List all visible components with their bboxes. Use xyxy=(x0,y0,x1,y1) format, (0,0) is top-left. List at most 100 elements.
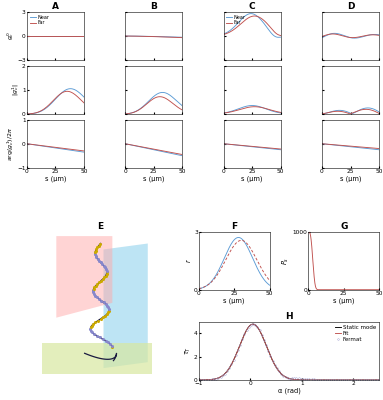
Near xyxy=(256,145,261,150)
Far xyxy=(65,89,69,94)
Far xyxy=(320,112,324,116)
Far xyxy=(158,94,163,99)
Far xyxy=(82,148,86,153)
Far xyxy=(59,146,64,150)
Near xyxy=(377,147,381,152)
Far xyxy=(377,33,381,38)
Line: Far: Far xyxy=(322,144,379,148)
Near xyxy=(82,33,86,38)
Y-axis label: $|g_c^1|$: $|g_c^1|$ xyxy=(10,84,21,96)
Near xyxy=(354,110,358,114)
Near xyxy=(276,35,281,40)
Fit xyxy=(196,378,201,382)
Near xyxy=(160,90,165,95)
Near xyxy=(123,34,128,38)
Near xyxy=(123,141,128,146)
Legend: Near, Far: Near, Far xyxy=(226,14,246,26)
Far xyxy=(255,14,260,19)
Near xyxy=(270,146,274,151)
Y-axis label: $\arg(g_c^1)/2\pi$: $\arg(g_c^1)/2\pi$ xyxy=(5,127,16,161)
Title: G: G xyxy=(340,222,347,231)
Far xyxy=(320,141,324,146)
Near xyxy=(73,88,77,92)
Far xyxy=(252,104,257,109)
Fermat xyxy=(251,322,255,326)
Near xyxy=(59,90,64,95)
Fit xyxy=(251,322,255,326)
Line: Far: Far xyxy=(322,109,379,114)
Y-axis label: $P_s$: $P_s$ xyxy=(281,256,291,265)
Far xyxy=(354,35,359,40)
Near xyxy=(77,90,81,95)
Near xyxy=(123,141,128,146)
X-axis label: α (rad): α (rad) xyxy=(278,388,301,394)
Fit xyxy=(284,375,288,380)
Line: Far: Far xyxy=(224,16,281,36)
Far xyxy=(354,144,358,149)
Near xyxy=(320,112,324,116)
Line: Near: Near xyxy=(224,144,281,150)
Near xyxy=(157,148,161,153)
Far xyxy=(123,141,128,146)
Far xyxy=(82,100,86,105)
Title: F: F xyxy=(231,222,237,231)
Line: Fermat: Fermat xyxy=(198,323,380,381)
Far xyxy=(377,146,381,151)
Far xyxy=(354,144,358,149)
Near xyxy=(320,35,324,40)
Far xyxy=(73,148,77,152)
Near xyxy=(255,14,260,19)
Far xyxy=(255,104,260,109)
Near xyxy=(59,146,64,151)
Near xyxy=(58,91,63,96)
Far xyxy=(73,92,77,97)
Title: E: E xyxy=(98,222,104,231)
Near xyxy=(59,91,63,96)
Near xyxy=(157,91,161,96)
Near xyxy=(255,104,260,108)
Far xyxy=(157,34,161,39)
Near xyxy=(273,110,278,114)
Near xyxy=(377,110,381,114)
Far xyxy=(25,141,29,146)
Near xyxy=(320,35,324,40)
Far xyxy=(58,146,63,150)
Near xyxy=(221,110,226,115)
Static mode xyxy=(373,378,378,382)
Far xyxy=(123,34,128,38)
Far xyxy=(255,144,260,149)
Line: Far: Far xyxy=(224,107,281,113)
Near xyxy=(250,103,254,108)
Near xyxy=(180,35,185,40)
Far xyxy=(171,150,176,155)
Near xyxy=(158,90,162,95)
Far xyxy=(257,105,261,110)
Fit xyxy=(304,378,309,382)
Near xyxy=(180,153,185,158)
Far xyxy=(278,33,283,38)
Near xyxy=(76,33,81,38)
Far xyxy=(25,33,29,38)
Far xyxy=(320,34,324,39)
Near xyxy=(332,31,337,36)
Far xyxy=(372,146,376,150)
Near xyxy=(73,148,77,153)
Line: Near: Near xyxy=(125,144,182,156)
Far xyxy=(255,104,260,109)
Far xyxy=(354,35,358,40)
Near xyxy=(58,33,63,38)
Line: Static mode: Static mode xyxy=(199,324,379,380)
Far xyxy=(175,151,179,156)
Far xyxy=(123,141,128,146)
Far xyxy=(364,107,368,112)
Near xyxy=(59,33,63,38)
Far xyxy=(368,32,373,37)
Fit xyxy=(295,377,299,382)
Near xyxy=(273,34,278,39)
Far xyxy=(59,33,63,38)
Near xyxy=(354,145,358,150)
Far xyxy=(221,32,226,37)
Y-axis label: $g_c^0$: $g_c^0$ xyxy=(5,32,16,40)
Far xyxy=(354,109,358,114)
Far xyxy=(221,111,226,116)
